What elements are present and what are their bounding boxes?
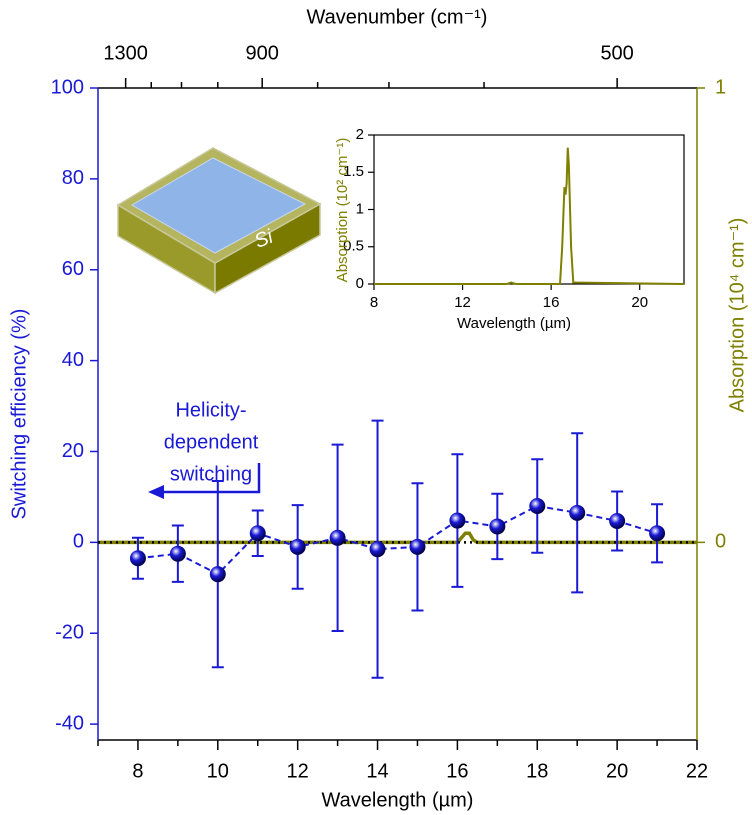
inset-line xyxy=(374,147,685,285)
inset-y-axis-title: Absorption (10² cm⁻¹) xyxy=(334,138,351,283)
annotation-text: switching xyxy=(170,463,252,485)
inset-y-tick-label: 0 xyxy=(356,275,364,292)
data-point xyxy=(489,518,506,535)
x2-axis-title: Wavenumber (cm⁻¹) xyxy=(307,6,488,28)
x-tick-label: 22 xyxy=(686,760,708,782)
x-tick-label: 16 xyxy=(446,760,468,782)
data-point xyxy=(369,541,386,558)
y-tick-label: 100 xyxy=(51,76,84,98)
inset-y-tick-label: 1 xyxy=(356,200,364,217)
annotation-text: Helicity- xyxy=(175,399,246,421)
data-point xyxy=(609,513,626,530)
x-tick-label: 20 xyxy=(606,760,628,782)
annotation-arrow xyxy=(148,463,261,499)
data-point xyxy=(409,538,426,555)
data-point xyxy=(249,525,266,542)
data-point xyxy=(449,512,466,529)
inset-x-tick-label: 16 xyxy=(543,294,560,311)
inset-y-tick-label: 2 xyxy=(356,126,364,143)
data-point xyxy=(209,566,226,583)
arrow-head xyxy=(148,485,164,499)
y-tick-label: 80 xyxy=(62,167,84,189)
y-tick-label: 40 xyxy=(62,349,84,371)
y2-axis-title: Absorption (10⁴ cm⁻¹) xyxy=(726,218,748,413)
si-sample: Si xyxy=(116,147,322,295)
y-tick-label: -20 xyxy=(55,622,84,644)
y2-tick-label: 1 xyxy=(715,76,726,98)
data-point xyxy=(529,498,546,515)
inset-x-tick-label: 20 xyxy=(631,294,648,311)
x2-tick-label: 1300 xyxy=(103,42,148,64)
x-tick-label: 8 xyxy=(132,760,143,782)
x2-tick-label: 500 xyxy=(600,42,633,64)
arrow-line xyxy=(162,463,261,494)
inset-x-axis-title: Wavelength (µm) xyxy=(457,315,571,332)
data-point xyxy=(569,504,586,521)
y-tick-label: 20 xyxy=(62,440,84,462)
inset-x-tick-label: 12 xyxy=(454,294,471,311)
y-tick-label: -40 xyxy=(55,712,84,734)
annotation-text: dependent xyxy=(164,431,259,453)
data-point xyxy=(329,529,346,546)
data-point xyxy=(169,545,186,562)
y2-tick-label: 0 xyxy=(715,531,726,553)
data-point xyxy=(649,525,666,542)
x2-tick-label: 900 xyxy=(245,42,278,64)
x-tick-label: 14 xyxy=(366,760,388,782)
x-tick-label: 12 xyxy=(287,760,309,782)
y-axis-title: Switching efficiency (%) xyxy=(8,309,30,520)
sample-coating xyxy=(131,157,307,254)
data-point xyxy=(289,538,306,555)
x-tick-label: 18 xyxy=(526,760,548,782)
data-point xyxy=(129,550,146,567)
inset-x-tick-label: 8 xyxy=(370,294,378,311)
y-tick-label: 0 xyxy=(73,531,84,553)
absorption-line xyxy=(98,531,697,545)
inset-frame xyxy=(373,134,685,285)
inset-y-tick-label: 1.5 xyxy=(343,163,364,180)
x-axis-title: Wavelength (µm) xyxy=(322,789,474,811)
inset-y-tick-label: 0.5 xyxy=(343,238,364,255)
y-tick-label: 60 xyxy=(62,258,84,280)
x-tick-label: 10 xyxy=(207,760,229,782)
